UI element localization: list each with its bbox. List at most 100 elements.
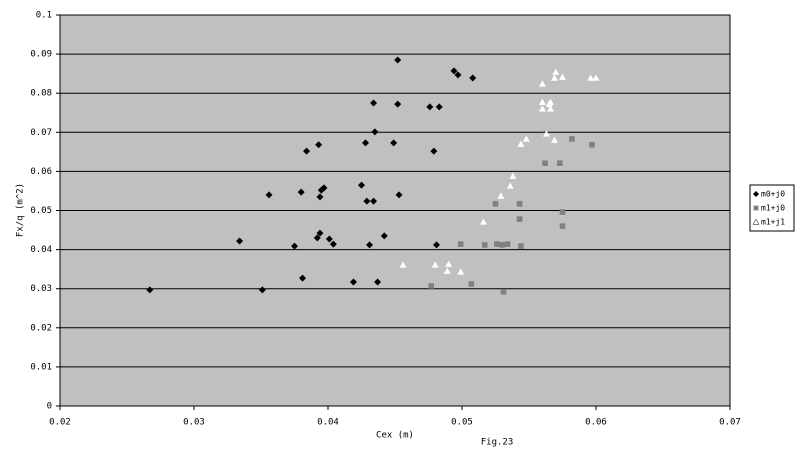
point (366, 241, 374, 249)
y-tick-label: 0 (47, 402, 52, 412)
point (371, 128, 379, 136)
point (380, 232, 388, 240)
point (592, 74, 600, 81)
point (315, 141, 323, 149)
legend-marker (753, 191, 759, 197)
point (468, 281, 475, 287)
point (497, 192, 505, 199)
y-tick-label: 0.07 (30, 128, 52, 138)
x-tick-label: 0.05 (451, 418, 473, 428)
point (390, 139, 398, 147)
point (559, 209, 566, 215)
point (516, 216, 523, 222)
x-tick-label: 0.07 (719, 418, 741, 428)
point (299, 274, 307, 282)
point (146, 286, 154, 294)
point (258, 286, 266, 294)
point (325, 235, 333, 243)
point (589, 142, 595, 148)
point (546, 105, 554, 112)
point (516, 201, 523, 207)
x-tick-label: 0.04 (317, 418, 339, 428)
legend-label: m1+j0 (761, 204, 785, 213)
point (457, 241, 464, 247)
point (399, 261, 407, 268)
point (316, 193, 324, 201)
point (559, 223, 566, 229)
point (374, 278, 382, 286)
point (454, 71, 462, 79)
y-tick-label: 0.05 (30, 206, 52, 216)
y-tick-label: 0.1 (36, 11, 52, 21)
point (457, 268, 465, 275)
point (542, 160, 548, 166)
point (492, 201, 499, 207)
point (546, 98, 554, 105)
point (538, 80, 546, 87)
point (522, 135, 530, 142)
point (394, 100, 402, 108)
point (297, 188, 305, 196)
point (313, 234, 321, 242)
point (494, 241, 500, 247)
point (559, 73, 566, 80)
x-tick-label: 0.02 (49, 418, 71, 428)
x-axis-label: Cex (m) (376, 431, 414, 441)
y-tick-label: 0.03 (30, 284, 52, 294)
point (316, 229, 324, 237)
legend-label: m0+j0 (761, 190, 785, 199)
point (329, 240, 337, 248)
point (349, 278, 357, 286)
point (426, 103, 434, 111)
point (481, 242, 488, 248)
point (370, 197, 378, 205)
point (445, 260, 453, 267)
point (320, 184, 328, 192)
point (569, 136, 575, 142)
point (550, 74, 558, 81)
y-axis-label: Fx/q (m^2) (16, 183, 26, 237)
point (370, 99, 378, 107)
point (518, 243, 524, 249)
y-tick-label: 0.04 (30, 245, 52, 255)
point (509, 172, 517, 179)
point (395, 191, 403, 199)
point (504, 241, 511, 247)
point (428, 283, 434, 289)
point (362, 139, 370, 147)
point (552, 68, 560, 75)
point (542, 130, 550, 137)
point (435, 103, 443, 111)
point (265, 191, 273, 199)
y-tick-label: 0.09 (30, 50, 52, 60)
point (587, 74, 595, 81)
point (431, 261, 439, 268)
point (506, 182, 514, 189)
point (236, 237, 244, 245)
legend-marker (753, 205, 759, 211)
point (363, 197, 371, 205)
point (479, 218, 487, 225)
x-tick-label: 0.03 (183, 418, 205, 428)
point (433, 241, 441, 249)
point (358, 181, 365, 189)
point (443, 267, 451, 274)
y-tick-label: 0.02 (30, 323, 52, 333)
caption: Fig.23 (481, 438, 514, 448)
point (303, 147, 311, 155)
point (500, 289, 507, 295)
point (291, 242, 298, 250)
point (394, 56, 402, 64)
y-tick-label: 0.08 (30, 89, 52, 99)
x-tick-label: 0.06 (585, 418, 607, 428)
point (550, 136, 558, 143)
legend-label: m1+j1 (761, 218, 785, 227)
point (499, 242, 505, 248)
y-tick-label: 0.01 (30, 362, 52, 372)
point (538, 98, 546, 105)
point (430, 147, 438, 155)
y-tick-label: 0.06 (30, 167, 52, 177)
legend-marker (752, 218, 760, 225)
